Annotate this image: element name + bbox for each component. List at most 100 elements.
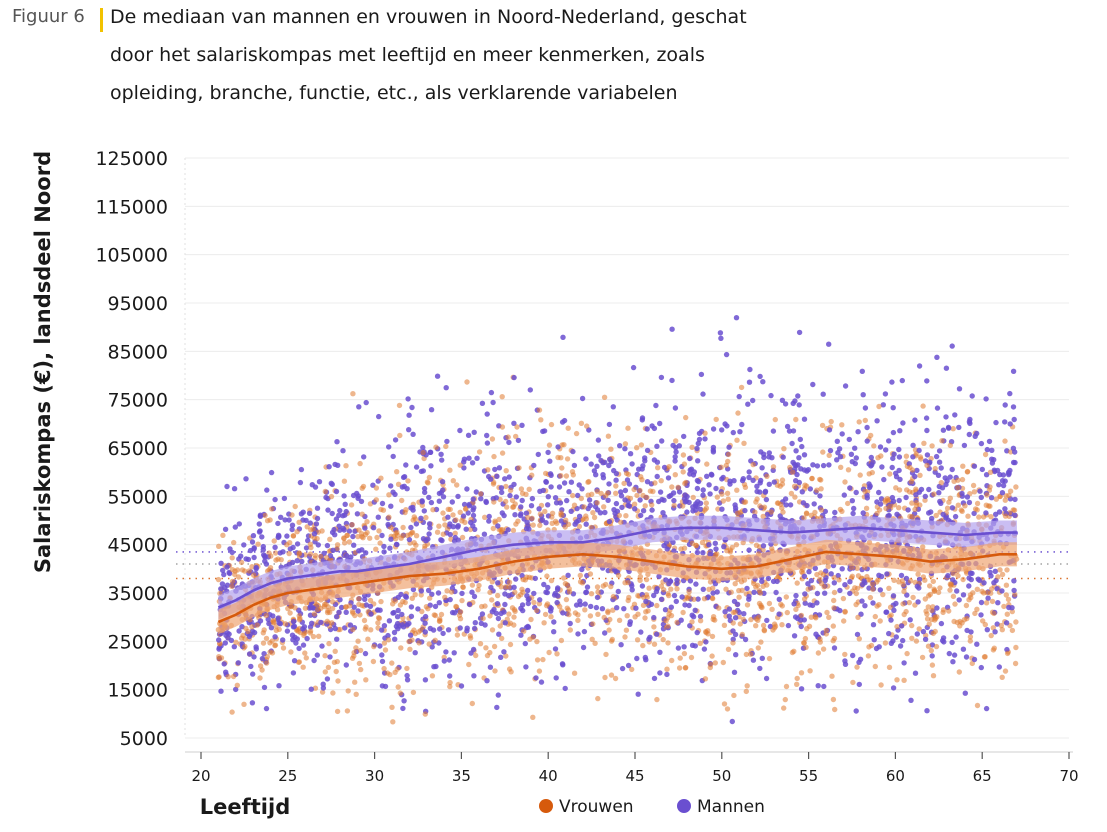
y-tick-label: 25000 [108, 631, 168, 653]
scatter-point [368, 627, 374, 633]
scatter-point [442, 522, 448, 528]
scatter-point [491, 643, 498, 650]
scatter-point [518, 511, 524, 517]
scatter-point [917, 472, 923, 478]
scatter-point [507, 641, 514, 648]
scatter-point [847, 590, 853, 597]
scatter-point [314, 505, 321, 511]
scatter-point [850, 510, 856, 517]
scatter-point [326, 640, 332, 647]
scatter-point [314, 601, 320, 608]
scatter-point [221, 571, 227, 578]
scatter-point [876, 489, 882, 496]
scatter-point [776, 611, 782, 617]
scatter-point [440, 510, 446, 516]
scatter-point [654, 586, 660, 592]
scatter-point [916, 626, 922, 632]
scatter-point [595, 437, 602, 443]
scatter-point [567, 627, 573, 633]
scatter-point [392, 437, 399, 443]
scatter-point [954, 588, 960, 594]
scatter-point [680, 503, 686, 509]
scatter-point [793, 592, 799, 599]
scatter-point [575, 617, 581, 624]
scatter-point [681, 461, 688, 467]
scatter-point [726, 444, 732, 450]
scatter-point [558, 455, 564, 461]
scatter-point [648, 601, 655, 607]
scatter-point [754, 483, 760, 489]
scatter-point [610, 404, 616, 410]
scatter-point [232, 524, 238, 530]
scatter-point [862, 417, 868, 424]
scatter-point [782, 696, 788, 703]
scatter-point [585, 479, 591, 485]
scatter-point [893, 485, 899, 491]
scatter-point [1002, 513, 1009, 519]
scatter-point [614, 605, 620, 611]
scatter-point [329, 599, 336, 605]
scatter-point [625, 579, 631, 586]
scatter-point [741, 611, 747, 617]
scatter-point [675, 645, 682, 651]
scatter-point [880, 591, 886, 598]
scatter-point [831, 589, 838, 596]
scatter-point [549, 520, 555, 526]
scatter-point [523, 510, 530, 516]
scatter-point [642, 455, 648, 461]
scatter-point [920, 628, 927, 635]
scatter-point [481, 531, 488, 537]
scatter-point [447, 521, 453, 527]
scatter-point [787, 502, 794, 508]
scatter-point [488, 389, 495, 396]
scatter-point [251, 629, 258, 636]
scatter-point [454, 632, 461, 638]
scatter-point [518, 504, 524, 510]
scatter-point [756, 600, 763, 607]
scatter-point [812, 565, 818, 571]
scatter-point [395, 626, 401, 632]
scatter-point [925, 604, 931, 610]
scatter-point [300, 664, 306, 670]
scatter-point [791, 483, 798, 489]
scatter-point [346, 539, 352, 545]
scatter-point [428, 499, 435, 506]
scatter-point [896, 497, 902, 504]
scatter-point [631, 486, 637, 493]
scatter-point [314, 515, 321, 522]
scatter-point [388, 483, 394, 489]
scatter-point [782, 496, 789, 502]
scatter-point [609, 636, 615, 643]
scatter-point [311, 531, 318, 537]
scatter-point [772, 416, 778, 423]
scatter-point [434, 529, 441, 535]
scatter-point [757, 665, 763, 672]
scatter-point [613, 483, 619, 489]
scatter-point [289, 632, 296, 638]
scatter-point [663, 618, 669, 624]
scatter-point [395, 684, 401, 690]
scatter-point [959, 508, 965, 514]
scatter-point [363, 602, 369, 608]
scatter-point [802, 591, 808, 597]
scatter-point [996, 509, 1003, 515]
scatter-point [413, 464, 420, 470]
scatter-point [656, 498, 662, 505]
scatter-point [216, 637, 222, 643]
scatter-point [712, 660, 718, 666]
scatter-point [835, 572, 841, 579]
scatter-point [408, 604, 415, 610]
scatter-point [753, 623, 759, 629]
scatter-point [639, 466, 645, 472]
scatter-point [487, 589, 493, 596]
scatter-point [576, 513, 583, 519]
scatter-point [783, 502, 789, 508]
scatter-point [619, 665, 626, 672]
scatter-point [936, 448, 943, 454]
scatter-point [511, 420, 517, 426]
scatter-point [503, 653, 509, 659]
scatter-point [967, 634, 974, 640]
scatter-point [751, 589, 757, 595]
scatter-point [281, 495, 288, 502]
scatter-point [694, 477, 701, 484]
